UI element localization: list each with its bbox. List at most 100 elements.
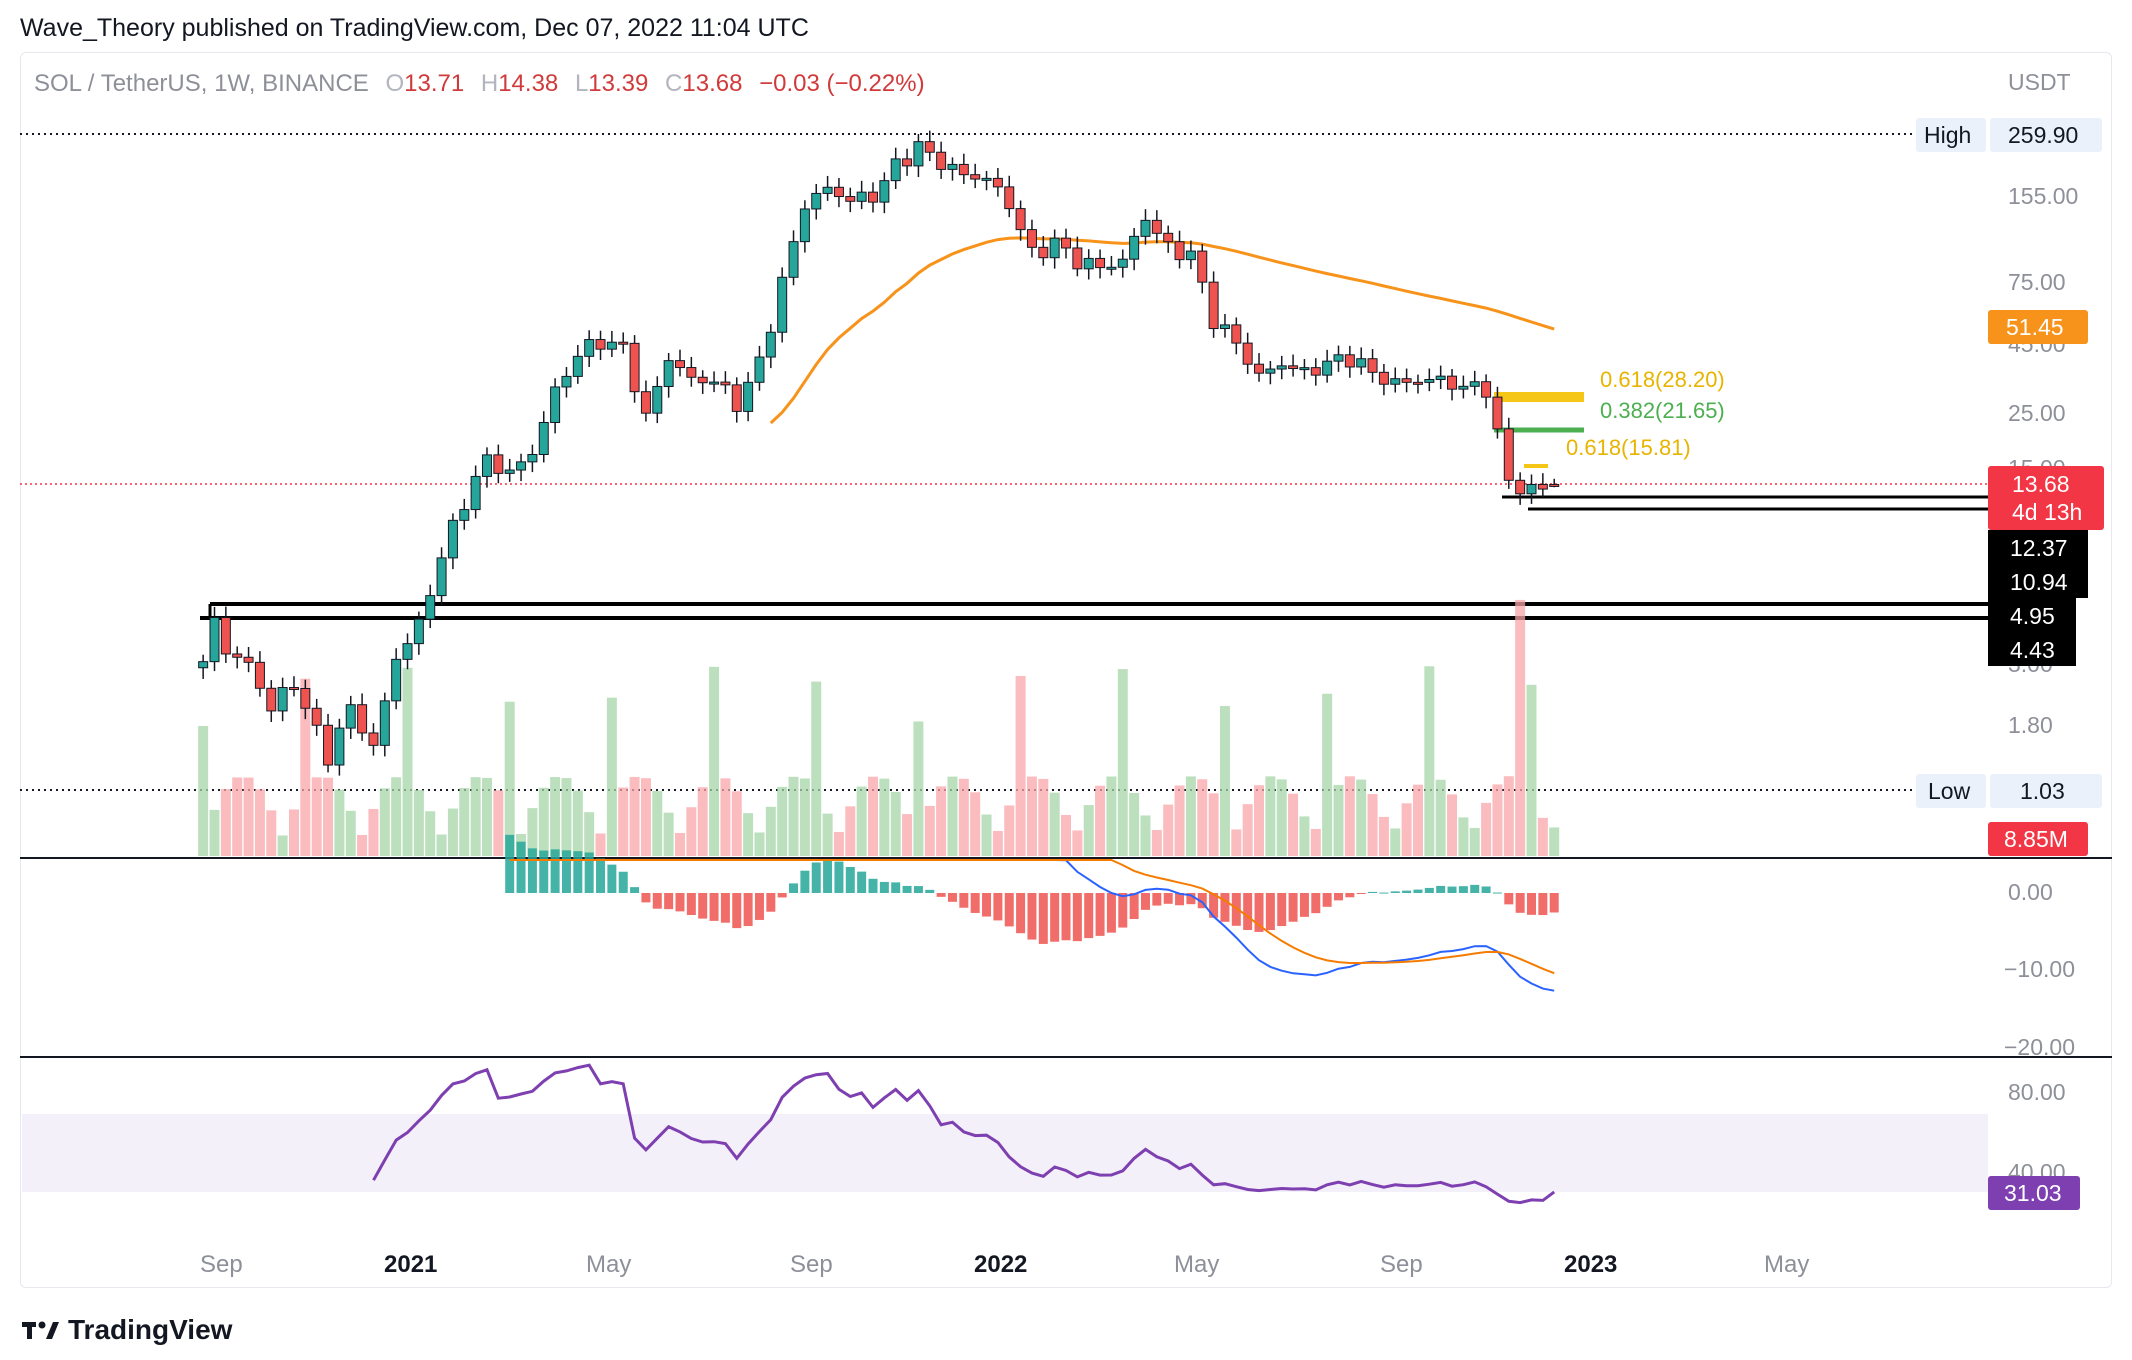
volume-bar xyxy=(266,810,277,856)
legend-symbol[interactable]: SOL / TetherUS, 1W, BINANCE xyxy=(34,70,369,97)
candle xyxy=(300,679,311,720)
time-axis[interactable]: Sep 2021 May Sep 2022 May Sep 2023 May xyxy=(200,1251,1809,1278)
high-value-bg xyxy=(1990,118,2102,152)
volume-bar xyxy=(902,814,913,856)
support-lines xyxy=(200,495,1988,620)
candle xyxy=(1412,374,1423,394)
candle-body xyxy=(731,384,742,412)
macd-bar xyxy=(584,852,594,893)
volume-bar xyxy=(765,806,776,856)
volume-bar xyxy=(754,832,765,856)
candle xyxy=(481,447,492,488)
macd-bar xyxy=(1288,893,1298,922)
candle-body xyxy=(1322,360,1333,376)
candle-body xyxy=(1163,232,1174,243)
candle xyxy=(709,371,720,393)
volume-bar xyxy=(561,778,572,856)
level-tag-bg-3 xyxy=(1988,632,2076,666)
macd-bar xyxy=(1118,893,1128,928)
candle-body xyxy=(936,151,947,170)
volume-bar xyxy=(1515,599,1526,856)
ema-path xyxy=(769,236,1555,425)
candle xyxy=(913,133,924,178)
volume-bar xyxy=(1390,828,1401,856)
candle-body xyxy=(345,704,356,729)
candle-body xyxy=(754,356,765,383)
candle xyxy=(1095,249,1106,279)
macd-bar xyxy=(573,851,583,893)
volume-bar xyxy=(924,805,935,856)
volume-bar xyxy=(788,776,799,856)
macd-tick-20: −20.00 xyxy=(2004,1034,2075,1060)
candle-body xyxy=(1061,237,1072,249)
candle xyxy=(266,680,277,722)
candle-body xyxy=(890,158,901,182)
volume-bar xyxy=(1367,794,1378,856)
publisher-header: Wave_Theory published on TradingView.com… xyxy=(20,14,809,42)
tradingview-brand[interactable]: TradingView xyxy=(68,1314,233,1345)
price-tick-1-8: 1.80 xyxy=(2008,712,2053,738)
volume-bar xyxy=(777,786,788,856)
volume-bar xyxy=(958,778,969,856)
candle xyxy=(1322,349,1333,383)
candle-body xyxy=(640,391,651,414)
candle-body xyxy=(266,687,277,712)
candle xyxy=(799,200,810,253)
candle xyxy=(368,723,379,756)
price-tick-75: 75.00 xyxy=(2008,269,2066,295)
candle xyxy=(323,713,334,773)
candle-body xyxy=(743,381,754,412)
macd-axis[interactable]: 0.00 −10.00 −20.00 xyxy=(2004,879,2075,1060)
time-label-may-2022: May xyxy=(1174,1251,1219,1278)
rsi-axis[interactable]: 80.00 40.00 31.03 xyxy=(1988,1079,2080,1210)
candle xyxy=(1254,353,1265,382)
candle xyxy=(527,444,538,473)
volume-bar xyxy=(1435,779,1446,856)
macd-bar xyxy=(1209,893,1219,918)
volume-bar xyxy=(493,790,504,856)
candle-body xyxy=(1492,396,1503,430)
candle-body xyxy=(516,461,527,471)
volume-bar xyxy=(1174,785,1185,856)
macd-bar xyxy=(1277,893,1287,927)
volume-bar xyxy=(470,777,481,856)
macd-bar xyxy=(652,893,662,909)
candle-body xyxy=(1197,250,1208,283)
high-label: High xyxy=(1924,122,1971,148)
candle-body xyxy=(198,661,209,669)
volume-bar xyxy=(1140,815,1151,856)
fib-label-mid: 0.382(21.65) xyxy=(1600,398,1725,423)
volume-area xyxy=(198,599,1560,856)
volume-bar xyxy=(674,832,685,856)
volume-bar xyxy=(584,812,595,856)
volume-bar xyxy=(1458,817,1469,856)
low-marker: Low 1.03 xyxy=(1916,774,2102,808)
volume-value-bg xyxy=(1988,822,2088,856)
candle xyxy=(981,170,992,191)
volume-bar xyxy=(243,777,254,856)
candle-body xyxy=(504,469,515,474)
volume-bar xyxy=(209,809,220,856)
candle-body xyxy=(436,557,447,597)
candle-body xyxy=(311,707,322,726)
candle-body xyxy=(1378,371,1389,385)
macd-bar xyxy=(868,878,878,893)
chart-frame[interactable] xyxy=(20,52,2112,1288)
macd-bar xyxy=(1390,891,1400,893)
volume-bar xyxy=(1526,684,1537,856)
volume-bar xyxy=(1537,817,1548,856)
macd-bar xyxy=(970,893,980,913)
volume-bar xyxy=(618,787,629,856)
macd-bar xyxy=(789,883,799,893)
high-value: 259.90 xyxy=(2008,122,2078,148)
candle-body xyxy=(300,687,311,709)
volume-bar xyxy=(1322,693,1333,856)
macd-bar xyxy=(1129,893,1139,920)
volume-bar xyxy=(1481,802,1492,856)
volume-bar xyxy=(538,787,549,856)
volume-bar xyxy=(1299,816,1310,856)
volume-bar xyxy=(1083,805,1094,856)
last-price-tag: 13.68 4d 13h xyxy=(1988,466,2104,530)
volume-bar xyxy=(799,778,810,856)
